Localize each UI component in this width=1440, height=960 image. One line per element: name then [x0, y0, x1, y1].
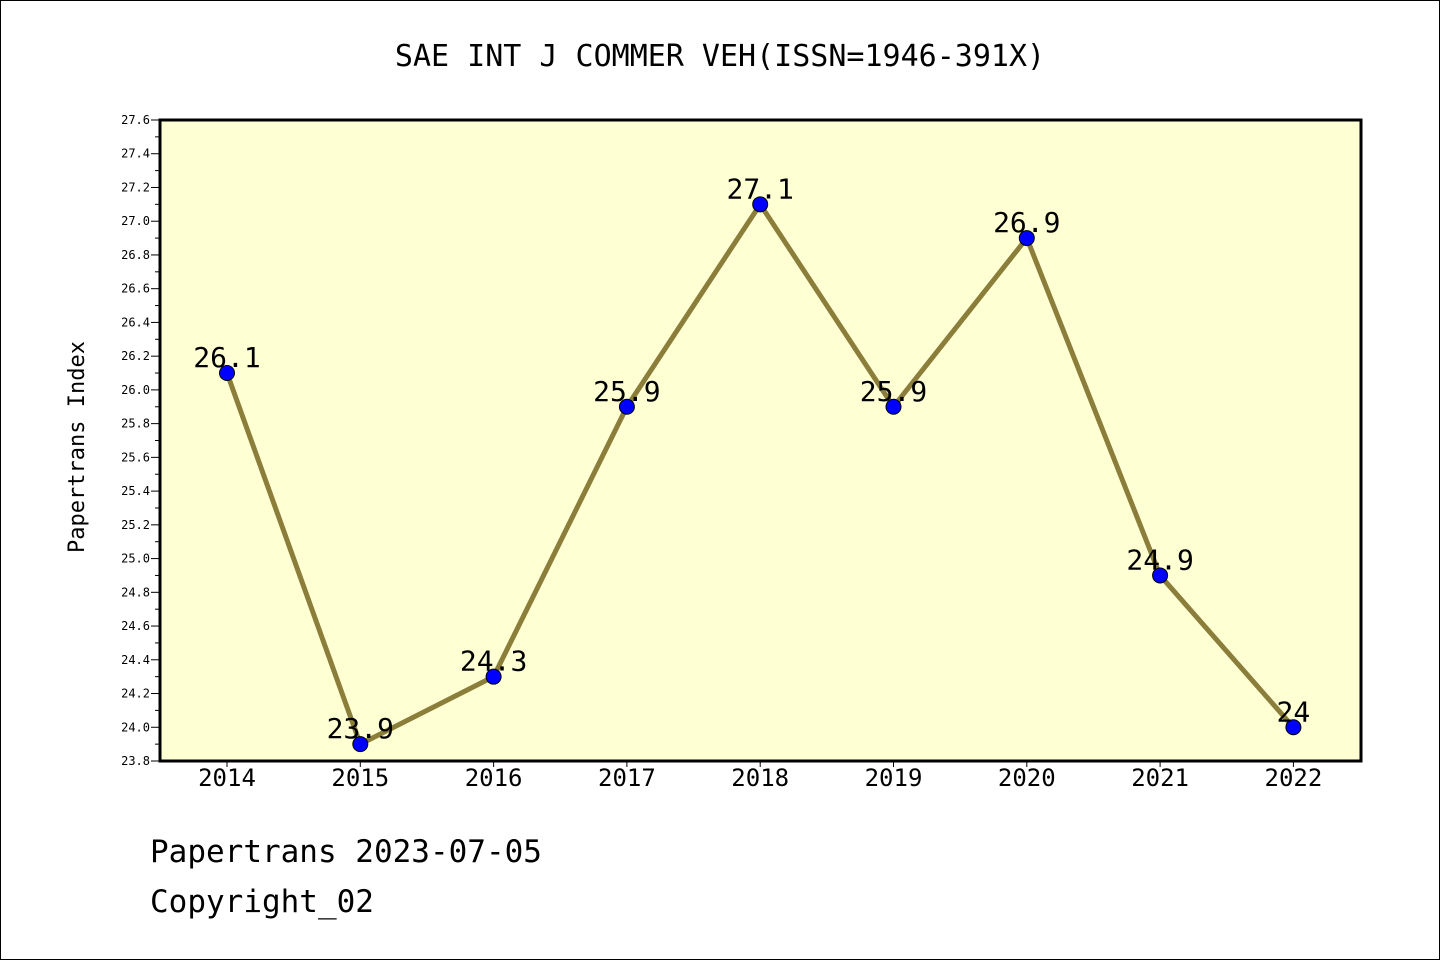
data-label: 26.1	[193, 341, 260, 374]
y-tick-label: 26.8	[121, 248, 150, 262]
y-tick-label: 27.0	[121, 214, 150, 228]
y-tick-label: 25.4	[121, 484, 150, 498]
x-tick-label: 2018	[731, 764, 789, 792]
data-label: 25.9	[593, 375, 660, 408]
data-label: 27.1	[726, 172, 793, 205]
y-tick-label: 27.6	[121, 113, 150, 127]
data-labels-layer: 26.1 23.9 24.3 25.9 27.1 25.9 26.9 24.9 24	[193, 172, 1310, 745]
y-tick-label: 27.4	[121, 147, 150, 161]
y-tick-label: 25.6	[121, 450, 150, 464]
data-point	[1018, 230, 1035, 247]
x-tick-label: 2016	[465, 764, 523, 792]
data-label: 25.9	[860, 375, 927, 408]
plot-border	[158, 118, 1363, 763]
data-point	[352, 736, 369, 753]
x-tick-label: 2021	[1131, 764, 1189, 792]
x-tick-label: 2022	[1265, 764, 1323, 792]
x-tick-label: 2020	[998, 764, 1056, 792]
x-tick-label: 2017	[598, 764, 656, 792]
data-point	[618, 398, 635, 415]
y-tick-label: 24.0	[121, 720, 150, 734]
series-layer	[219, 196, 1302, 753]
footer-copyright: Copyright_02	[150, 884, 374, 920]
x-tick-label: 2014	[198, 764, 256, 792]
y-tick-label: 23.8	[121, 754, 150, 768]
y-tick-label: 24.6	[121, 619, 150, 633]
y-tick-label: 26.0	[121, 383, 150, 397]
ticks-layer: 23.8 24.0 24.2 24.4 24.6 24.8 25.0 25.2 25.4 25.6…	[121, 113, 1322, 792]
y-axis-label: Papertrans Index	[65, 341, 90, 553]
y-tick-label: 26.4	[121, 315, 150, 329]
data-label: 26.9	[993, 206, 1060, 239]
plot-area	[160, 120, 1361, 761]
chart-title: SAE INT J COMMER VEH(ISSN=1946-391X)	[395, 39, 1045, 74]
data-point	[219, 365, 235, 382]
y-tick-label: 25.8	[121, 417, 150, 431]
y-tick-label: 26.2	[121, 349, 150, 363]
data-point	[1152, 567, 1169, 584]
data-label: 24	[1277, 695, 1311, 728]
y-tick-label: 25.2	[121, 518, 150, 532]
x-tick-label: 2019	[865, 764, 923, 792]
data-label: 23.9	[327, 712, 394, 745]
y-tick-label: 24.8	[121, 585, 150, 599]
y-tick-label: 27.2	[121, 180, 150, 194]
data-point	[485, 668, 502, 685]
data-label: 24.3	[460, 645, 527, 678]
data-point	[1285, 719, 1302, 736]
y-tick-label: 25.0	[121, 552, 150, 566]
y-tick-label: 24.4	[121, 653, 150, 667]
data-label: 24.9	[1126, 543, 1193, 576]
data-point	[885, 398, 902, 415]
y-tick-label: 26.6	[121, 282, 150, 296]
y-tick-label: 24.2	[121, 687, 150, 701]
x-tick-label: 2015	[331, 764, 389, 792]
data-point	[752, 196, 769, 213]
footer-date: Papertrans 2023-07-05	[150, 834, 542, 870]
